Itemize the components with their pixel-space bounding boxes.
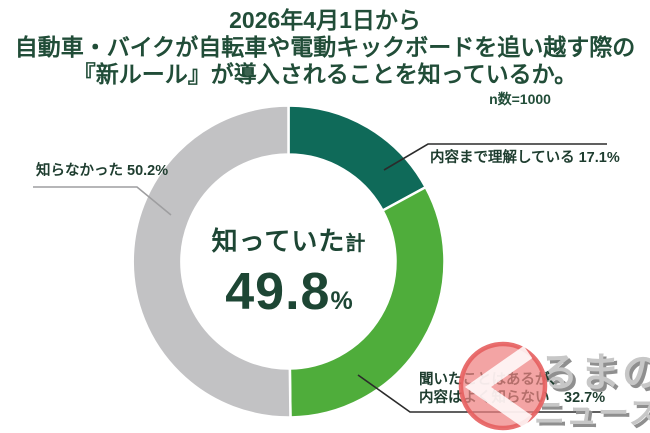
donut-segment-2 <box>131 104 292 419</box>
callout-heard-line2: 内容はよく知らない 32.7% <box>419 390 606 406</box>
logo-text-line2: ニュース <box>534 396 650 431</box>
donut-center-value: 49.8% <box>139 266 439 318</box>
chart-title-line3: 『新ルール』が導入されることを知っているか。 <box>72 61 578 87</box>
sample-size-label: n数=1000 <box>489 91 551 107</box>
callout-did-not-know: 知らなかった 50.2% <box>36 163 169 179</box>
logo-text-line1: るまの <box>538 351 650 395</box>
callout-understood: 内容まで理解している 17.1% <box>430 150 620 166</box>
donut-center-value-unit: % <box>330 287 353 315</box>
donut-segments <box>131 104 446 419</box>
chart-title: 2026年4月1日から 自動車・バイクが自転車や電動キックボードを追い越す際の … <box>0 7 650 88</box>
donut-segment-1 <box>288 185 446 419</box>
chart-title-line1: 2026年4月1日から <box>229 7 421 33</box>
leader-line-understood <box>383 143 607 171</box>
leader-line-did-not-know <box>33 186 172 216</box>
callout-heard-line1: 聞いたことはあるが、 <box>419 372 564 388</box>
chart-title-line2: 自動車・バイクが自転車や電動キックボードを追い越す際の <box>14 34 636 60</box>
donut-center-text: 知っていた計 49.8% <box>139 221 439 318</box>
donut-center-label: 知っていた計 <box>139 221 439 258</box>
donut-center-value-number: 49.8 <box>225 263 331 321</box>
donut-center-label-suffix: 計 <box>345 233 367 255</box>
callout-heard: 聞いたことはあるが、 内容はよく知らない 32.7% <box>419 371 605 407</box>
donut-center-label-main: 知っていた <box>211 226 346 256</box>
